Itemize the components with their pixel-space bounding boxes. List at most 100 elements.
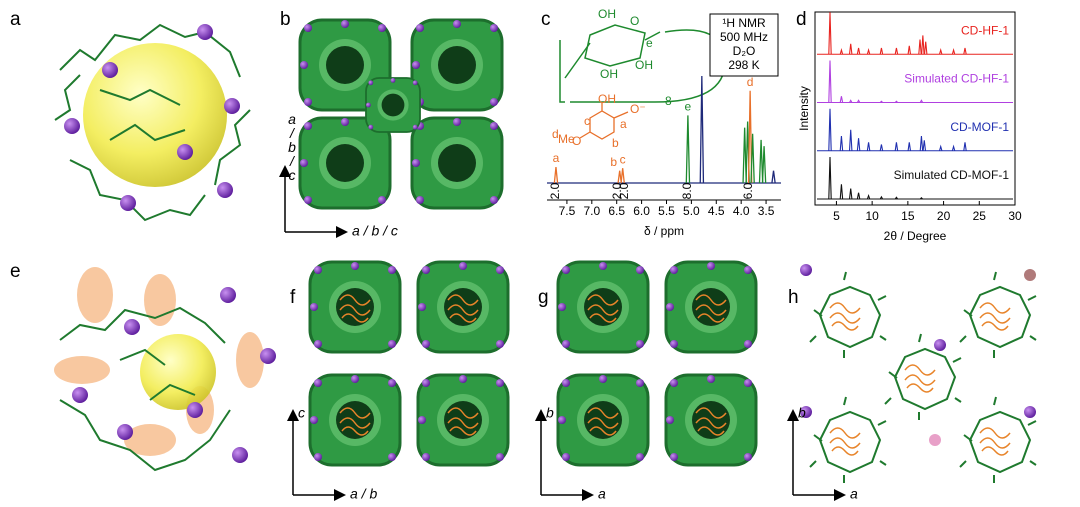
peak: [742, 127, 747, 184]
series-label: Simulated CD-MOF-1: [894, 168, 1010, 182]
ring-bond: [584, 24, 646, 67]
diffraction-peak: [894, 196, 899, 200]
k-ion: [197, 24, 213, 40]
x-tick-label: 20: [937, 209, 951, 223]
diffraction-peak: [894, 47, 899, 55]
atom-label: b: [612, 136, 619, 150]
diffraction-peak: [839, 96, 844, 103]
diffraction-peak: [919, 196, 924, 200]
diffraction-peak: [856, 47, 861, 55]
diffraction-peak: [963, 142, 967, 151]
panel-label: g: [538, 287, 549, 308]
framework-cell: [308, 260, 402, 354]
peak-label: b: [610, 155, 617, 169]
diffraction-peak: [848, 188, 853, 200]
k-ion: [220, 287, 236, 303]
k-ion: [117, 424, 133, 440]
diffraction-peak: [938, 48, 943, 55]
diffraction-peak: [866, 48, 871, 55]
axis-label: c: [298, 405, 305, 421]
atom-label: OH: [635, 58, 653, 72]
diffraction-peak: [919, 136, 924, 151]
atom-label: OH: [598, 7, 616, 21]
integral-label: 2.0: [548, 182, 562, 199]
axis-label: a / b / c: [352, 223, 398, 239]
guest-blob: [54, 356, 110, 384]
cd-ring: [884, 333, 962, 421]
atom-label: O⁻: [630, 102, 646, 116]
k-ion: [64, 118, 80, 134]
atom-label: OH: [598, 92, 616, 106]
atom-label: O: [630, 14, 639, 28]
diffraction-peak: [856, 192, 861, 200]
axis-label: a / b: [350, 486, 377, 502]
x-tick-label: 6.0: [633, 204, 650, 218]
k-ion: [224, 98, 240, 114]
plot-frame: [814, 11, 1016, 206]
integral-label: 6.0: [741, 182, 755, 199]
diffraction-peak: [894, 100, 899, 103]
k-ion: [1024, 406, 1036, 418]
k-ion: [124, 319, 140, 335]
guest-molecule: [979, 427, 1011, 456]
diffraction-peak: [938, 144, 943, 151]
cs-ion: [929, 434, 941, 446]
framework-cell: [308, 373, 402, 467]
atom-label: Me: [558, 132, 575, 146]
framework-cell: [556, 260, 650, 354]
x-tick-label: 5: [833, 209, 840, 223]
peak: [750, 133, 755, 184]
peak: [771, 170, 776, 184]
info-text: 298 K: [728, 58, 759, 72]
guest-blob: [124, 424, 176, 456]
integral-label: 2.0: [617, 182, 631, 199]
info-text: 500 MHz: [720, 30, 768, 44]
k-ion: [72, 387, 88, 403]
series-label: CD-MOF-1: [950, 120, 1009, 134]
k-ion: [260, 348, 276, 364]
bond: [559, 29, 726, 103]
guest-molecule: [829, 427, 861, 456]
axis-label: a / b / c: [288, 111, 296, 183]
cd-ring: [959, 271, 1037, 359]
x-tick-label: 10: [865, 209, 879, 223]
diffraction-peak: [856, 99, 861, 103]
diffraction-peak: [828, 60, 832, 103]
guest-blob: [236, 332, 264, 388]
info-text: ¹H NMR: [722, 16, 766, 30]
diffraction-peak: [856, 138, 861, 151]
x-tick-label: 25: [973, 209, 987, 223]
atom-label: O: [572, 134, 581, 148]
diffraction-peak: [866, 194, 871, 200]
diffraction-peak: [951, 48, 956, 55]
panel-label: a: [10, 9, 21, 30]
diffraction-peak: [839, 48, 844, 55]
peak: [620, 168, 625, 184]
k-ion: [800, 264, 812, 276]
x-axis-title: δ / ppm: [644, 224, 684, 238]
x-tick-label: 5.5: [658, 204, 675, 218]
diffraction-peak: [879, 47, 884, 55]
guest-molecule: [979, 302, 1011, 331]
x-tick-label: 6.5: [608, 204, 625, 218]
diffraction-peak: [951, 144, 956, 151]
x-tick-label: 15: [901, 209, 915, 223]
diffraction-peak: [839, 184, 844, 200]
framework-cell: [410, 116, 504, 210]
atom-label: e: [646, 36, 653, 50]
bond: [579, 103, 629, 140]
diffraction-peak: [907, 142, 912, 151]
x-tick-label: 4.0: [733, 204, 750, 218]
diffraction-peak: [848, 43, 853, 55]
framework-cell: [556, 373, 650, 467]
diffraction-peak: [828, 108, 832, 151]
diffraction-peak: [919, 99, 924, 103]
atom-label: d: [552, 127, 559, 141]
x-tick-label: 5.0: [683, 204, 700, 218]
x-tick-label: 7.5: [559, 204, 576, 218]
peak: [553, 166, 559, 184]
x-axis-title: 2θ / Degree: [884, 229, 947, 243]
diffraction-peak: [921, 35, 925, 55]
glucose-structure: OH O e OH OH 8: [559, 7, 726, 108]
